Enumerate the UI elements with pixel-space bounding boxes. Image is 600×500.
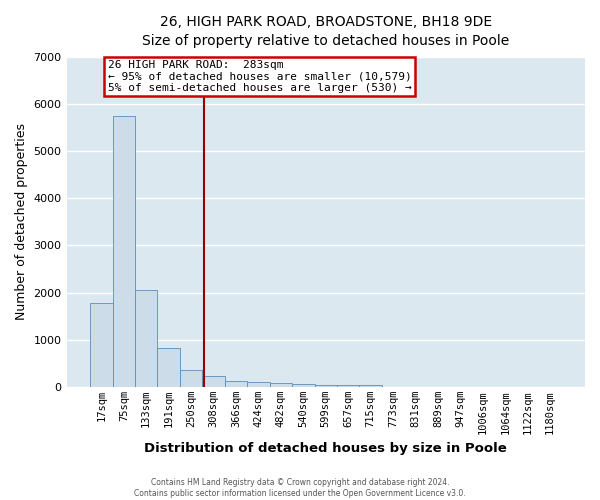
Y-axis label: Number of detached properties: Number of detached properties [15,124,28,320]
X-axis label: Distribution of detached houses by size in Poole: Distribution of detached houses by size … [145,442,507,455]
Bar [202,376,225,387]
Text: Contains HM Land Registry data © Crown copyright and database right 2024.
Contai: Contains HM Land Registry data © Crown c… [134,478,466,498]
Bar [157,348,180,387]
Bar [247,382,269,387]
Bar [314,384,337,387]
Bar [359,385,382,387]
Bar [135,290,157,387]
Bar [180,370,202,387]
Bar [90,303,113,387]
Title: 26, HIGH PARK ROAD, BROADSTONE, BH18 9DE
Size of property relative to detached h: 26, HIGH PARK ROAD, BROADSTONE, BH18 9DE… [142,15,509,48]
Bar [269,384,292,387]
Bar [337,385,359,387]
Bar [113,116,135,387]
Bar [292,384,314,387]
Bar [225,380,247,387]
Text: 26 HIGH PARK ROAD:  283sqm
← 95% of detached houses are smaller (10,579)
5% of s: 26 HIGH PARK ROAD: 283sqm ← 95% of detac… [107,60,412,93]
